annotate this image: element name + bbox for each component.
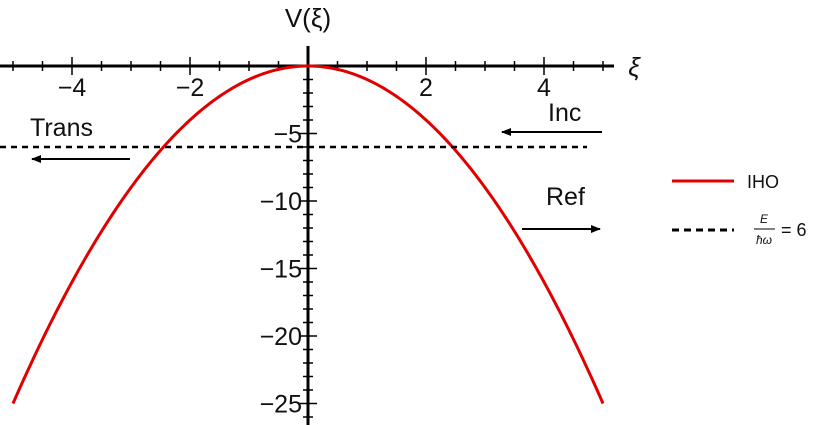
y-axis-label: V(ξ) xyxy=(285,3,331,33)
y-tick-label: −10 xyxy=(260,188,302,216)
y-ticks: −5 −10 −15 −20 −25 xyxy=(260,65,317,419)
x-tick-label: −4 xyxy=(58,74,87,102)
annotation-trans: Trans xyxy=(30,114,93,142)
series xyxy=(0,64,605,405)
x-tick-label: 4 xyxy=(537,74,551,102)
y-tick-label: −20 xyxy=(260,323,302,351)
legend: IHO E ħω = 6 xyxy=(672,172,807,247)
x-tick-label: 2 xyxy=(419,74,433,102)
legend-label-energy: = 6 xyxy=(781,220,807,240)
legend-label-iho: IHO xyxy=(747,172,779,192)
y-tick-label: −15 xyxy=(260,256,302,284)
annotation-ref: Ref xyxy=(546,183,585,211)
axes: −4 −2 2 4 −5 −10 −15 −20 −25 xyxy=(0,46,614,425)
y-tick-label: −25 xyxy=(260,391,302,419)
x-axis-label: ξ xyxy=(628,52,641,82)
series-iho-line xyxy=(11,64,605,405)
annotation-inc: Inc xyxy=(548,99,581,127)
y-tick-label: −5 xyxy=(273,121,302,149)
x-tick-label: −2 xyxy=(176,74,205,102)
legend-fraction-denominator: ħω xyxy=(756,233,772,247)
annotations: Trans Inc Ref xyxy=(30,99,602,233)
legend-fraction-numerator: E xyxy=(760,212,769,226)
